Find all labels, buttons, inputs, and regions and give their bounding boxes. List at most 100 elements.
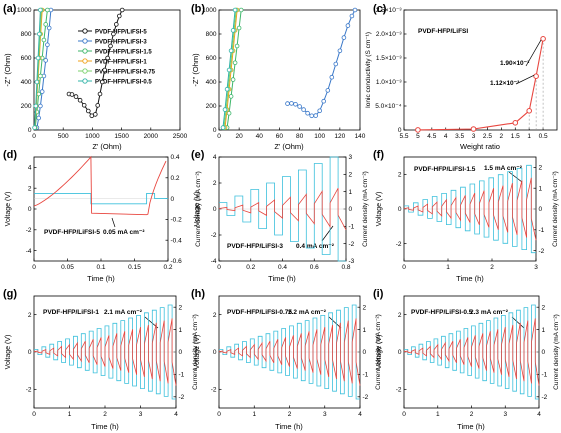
x-tick-label-c: 2.5: [483, 133, 492, 140]
y-tick-label-f: 2: [398, 172, 402, 179]
data-point-b: [345, 23, 351, 28]
data-point-b: [325, 88, 331, 93]
x-tick-label-b: 140: [355, 133, 366, 140]
data-point-a: [77, 97, 83, 103]
data-point-b: [349, 13, 355, 19]
y-tick-label-c: 2.0×10⁻³: [376, 31, 402, 38]
y-tick-label-b: 800: [206, 31, 217, 38]
x-tick-label-g: 4: [174, 411, 178, 418]
y-tick-label-i: 2: [398, 312, 402, 319]
y2-tick-label-g: 2: [179, 304, 183, 311]
axes-frame-c: [403, 9, 558, 131]
y2-tick-label-i: -1: [542, 372, 548, 379]
y-tick-label-g: 0: [28, 349, 32, 356]
data-point-a: [114, 22, 119, 27]
data-point-b: [238, 7, 244, 13]
data-point-c: [526, 108, 533, 114]
y2-tick-label-h: 1: [363, 327, 367, 334]
x-tick-label-f: 1: [446, 264, 450, 271]
y2-tick-label-e: -1: [349, 224, 355, 231]
panel-label-e: (e): [191, 149, 205, 161]
y-tick-label-i: 0: [398, 349, 402, 356]
x-tick-label-i: 0: [402, 411, 406, 418]
x-tick-label-f: 3: [534, 264, 538, 271]
data-point-a: [102, 67, 107, 73]
data-point-b: [236, 25, 242, 31]
data-point-b: [226, 67, 232, 73]
annotation-arrow-e: [321, 225, 334, 242]
legend-marker: [82, 68, 88, 74]
axis-title-h-x: Time (h): [275, 422, 303, 431]
y-tick-label-h: 0: [213, 349, 217, 356]
x-tick-label-f: 2: [490, 264, 494, 271]
data-point-a: [93, 112, 98, 117]
y2-tick-label-f: 2: [539, 165, 543, 172]
data-point-a: [105, 55, 110, 61]
y-tick-label-e: 4: [213, 154, 217, 161]
x-tick-label-c: 1.5: [511, 133, 520, 140]
annotation-c-lo: 1.12×10⁻³: [490, 80, 520, 87]
x-tick-label-g: 1: [68, 411, 72, 418]
y2-tick-label-d: 0: [171, 196, 175, 203]
series-line-b-0: [287, 9, 356, 117]
x-tick-label-h: 0: [217, 411, 221, 418]
axis-title-c-y: Ionic conductivity (S cm⁻¹): [365, 32, 372, 108]
y-tick-label-d: 0: [28, 206, 32, 213]
y-tick-label-c: 1.5×10⁻³: [376, 55, 402, 62]
y-tick-label-c: 1.0×10⁻³: [376, 79, 402, 86]
data-point-b: [313, 113, 319, 118]
x-tick-label-c: 0.5: [539, 133, 548, 140]
voltage-trace-f: [403, 177, 537, 241]
y2-tick-label-d: -0.4: [171, 237, 183, 244]
x-tick-label-g: 2: [103, 411, 107, 418]
x-tick-label-d: 0.15: [128, 264, 141, 271]
x-tick-label-b: 40: [256, 133, 264, 140]
data-point-c: [512, 120, 519, 126]
voltage-trace-d: [33, 155, 167, 216]
data-point-a: [38, 103, 43, 109]
axis-title-g-x: Time (h): [91, 422, 119, 431]
annotation-arrow-i: [511, 316, 525, 329]
data-point-b: [309, 113, 315, 119]
data-point-a: [117, 13, 122, 19]
x-tick-label-d: 0.05: [61, 264, 74, 271]
data-point-b: [352, 7, 358, 13]
axis-title-g-y: Voltage (V): [5, 335, 12, 370]
data-point-b: [230, 77, 236, 82]
x-tick-label-d: 0: [32, 264, 36, 271]
data-point-a: [108, 43, 113, 49]
data-point-a: [34, 79, 40, 85]
x-tick-label-i: 1: [436, 411, 440, 418]
data-point-b: [293, 102, 298, 107]
y-tick-label-e: 0: [213, 206, 217, 213]
annotation-f-title: PVDF-HFP/LiFSI-1.5: [414, 166, 476, 173]
y2-tick-label-g: -2: [179, 394, 185, 401]
y2-tick-label-f: 0: [539, 206, 543, 213]
axis-title-c-x: Weight ratio: [460, 142, 500, 151]
x-tick-label-g: 3: [139, 411, 143, 418]
data-point-a: [45, 42, 50, 48]
panel-label-f: (f): [373, 149, 384, 161]
data-point-b: [297, 104, 302, 109]
data-point-b: [305, 110, 310, 116]
x-tick-label-i: 3: [503, 411, 507, 418]
series-line-b-1: [226, 9, 242, 128]
data-point-b: [220, 125, 226, 130]
axes-frame-d: [33, 156, 169, 262]
legend-entry-2: PVDF-HFP/LiFSI-1.5: [95, 50, 152, 56]
voltage-trace-i: [403, 318, 540, 386]
data-point-b: [226, 110, 232, 116]
annotation-h-current: 2.2 mA cm⁻²: [288, 309, 327, 316]
y-tick-label-d: -2: [26, 227, 32, 234]
x-tick-label-e: 0.8: [341, 264, 350, 271]
x-tick-label-b: 80: [296, 133, 304, 140]
x-tick-label-b: 20: [236, 133, 244, 140]
data-point-a: [81, 103, 87, 108]
data-point-a: [35, 55, 41, 61]
legend-marker: [82, 28, 88, 34]
x-tick-label-b: 120: [334, 133, 345, 140]
legend-marker: [82, 78, 88, 84]
x-tick-label-i: 2: [470, 411, 474, 418]
x-tick-label-c: 5: [416, 133, 420, 140]
data-point-a: [73, 94, 79, 99]
